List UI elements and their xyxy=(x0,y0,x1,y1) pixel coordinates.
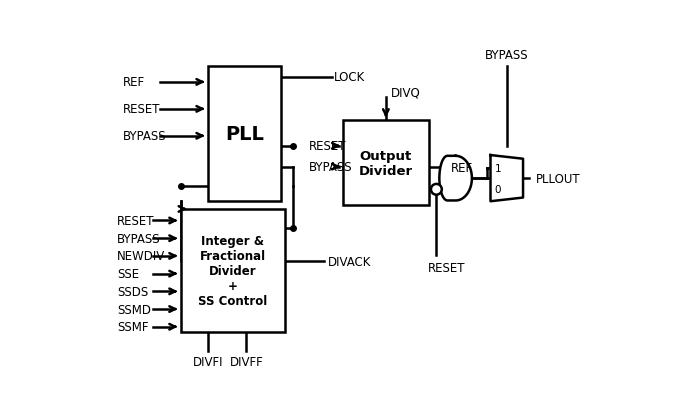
Text: 1: 1 xyxy=(494,163,501,173)
Text: NEWDIV: NEWDIV xyxy=(117,250,165,263)
Text: REF: REF xyxy=(122,76,144,89)
Text: RESET: RESET xyxy=(122,103,160,116)
Text: 0: 0 xyxy=(494,184,501,194)
Text: BYPASS: BYPASS xyxy=(309,161,352,174)
Text: DIVACK: DIVACK xyxy=(328,255,371,268)
Text: PLLOUT: PLLOUT xyxy=(536,172,580,185)
Text: PLL: PLL xyxy=(225,125,264,144)
Text: BYPASS: BYPASS xyxy=(122,130,166,143)
Bar xyxy=(343,121,428,206)
Text: SSMD: SSMD xyxy=(117,303,151,316)
Polygon shape xyxy=(440,156,472,201)
Text: SSDS: SSDS xyxy=(117,285,148,298)
Text: BYPASS: BYPASS xyxy=(117,232,160,245)
Text: REF: REF xyxy=(452,162,473,175)
Polygon shape xyxy=(491,156,523,202)
Text: DIVQ: DIVQ xyxy=(391,86,421,99)
Text: RESET: RESET xyxy=(117,215,155,227)
Bar xyxy=(208,67,281,202)
Text: BYPASS: BYPASS xyxy=(485,49,528,62)
Bar xyxy=(181,209,285,332)
Text: DIVFF: DIVFF xyxy=(230,355,263,369)
Circle shape xyxy=(431,184,442,195)
Text: DIVFI: DIVFI xyxy=(193,355,223,369)
Text: Integer &
Fractional
Divider
+
SS Control: Integer & Fractional Divider + SS Contro… xyxy=(198,235,267,307)
Text: RESET: RESET xyxy=(309,140,346,153)
Text: SSE: SSE xyxy=(117,267,139,280)
Text: LOCK: LOCK xyxy=(334,71,365,84)
Text: RESET: RESET xyxy=(428,261,466,275)
Text: SSMF: SSMF xyxy=(117,320,148,333)
Text: Output
Divider: Output Divider xyxy=(359,149,413,177)
